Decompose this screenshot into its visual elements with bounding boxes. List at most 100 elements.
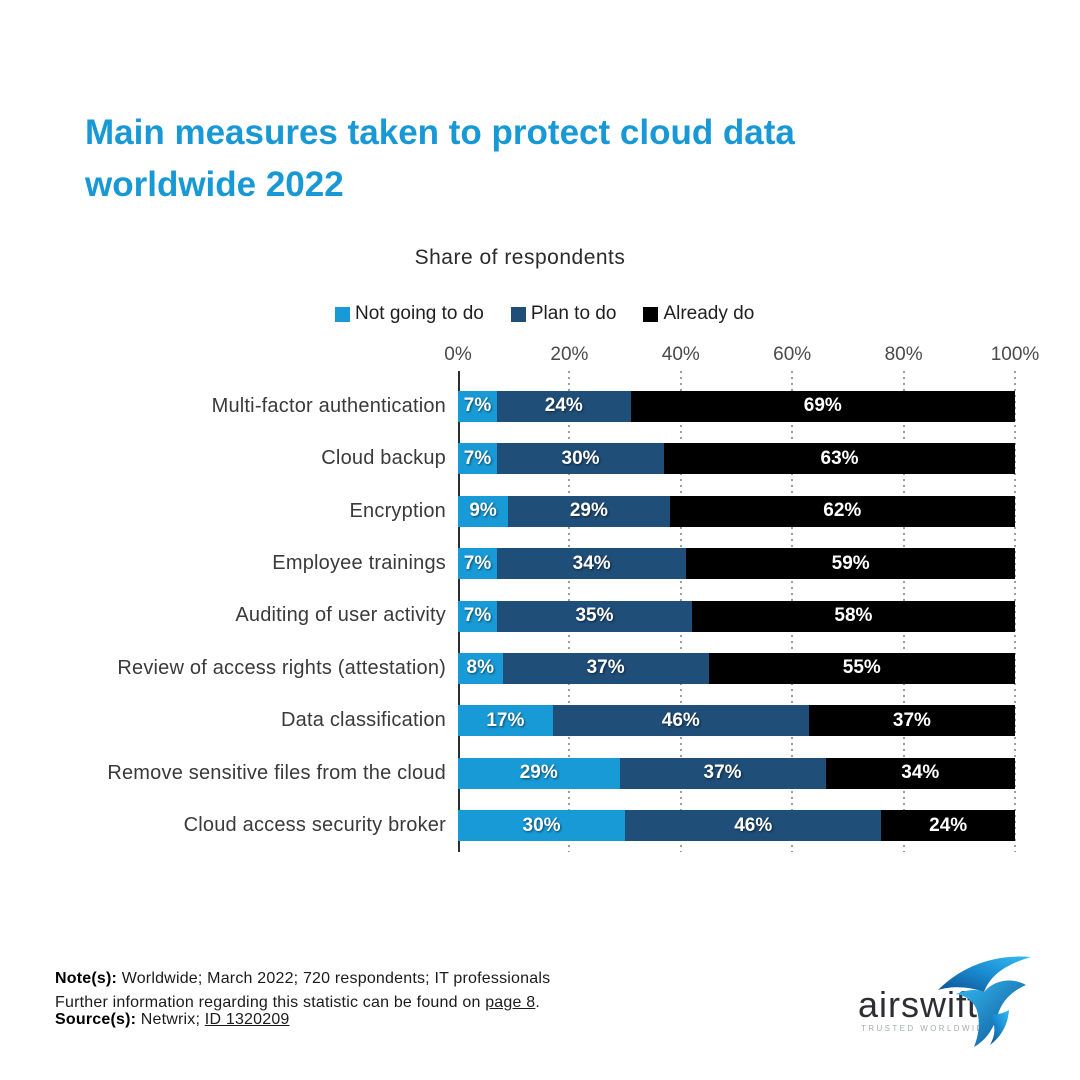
category-label: Review of access rights (attestation)	[117, 656, 446, 679]
bar-row: 7% 24% 69%	[458, 390, 1015, 422]
x-axis-ticks: 0% 20% 40% 60% 80% 100%	[444, 344, 1039, 366]
bar-segment: 29%	[458, 757, 620, 789]
bar-value-label: 9%	[469, 500, 497, 522]
legend-item: Plan to do	[510, 303, 617, 325]
category-labels: Multi-factor authentication Cloud backup E…	[28, 380, 446, 852]
note-label: Note(s):	[55, 970, 118, 987]
bar-value-label: 59%	[831, 552, 870, 574]
plot-area: 7% 24% 69% 7% 30% 63% 9% 29% 62% 7% 34% 59% 7% 35% 58%…	[458, 371, 1016, 852]
legend-label: Plan to do	[530, 303, 617, 324]
bar-value-label: 7%	[463, 447, 492, 469]
bar-value-label: 24%	[929, 814, 968, 836]
bar-row: 29% 37% 34%	[458, 757, 1015, 789]
source-text: Netwrix;	[136, 1011, 205, 1028]
bar-value-label: 35%	[575, 605, 614, 626]
legend-label: Not going to do	[355, 303, 484, 324]
bar-value-label: 55%	[842, 657, 881, 679]
bar-value-label: 37%	[892, 709, 931, 731]
bar-segment: 37%	[502, 652, 709, 684]
x-tick-label: 40%	[661, 344, 700, 365]
bar-value-label: 34%	[572, 552, 611, 574]
further-info-line: Further information regarding this stati…	[55, 994, 540, 1012]
airswift-bird-icon	[938, 956, 1031, 1047]
bar-segment: 7%	[458, 443, 497, 475]
bar-value-label: 37%	[586, 657, 625, 679]
bar-segment: 7%	[458, 390, 497, 422]
x-tick-label: 100%	[990, 344, 1040, 365]
bar-segment: 58%	[691, 600, 1015, 632]
category-label: Remove sensitive files from the cloud	[107, 761, 446, 784]
x-tick-label: 0%	[444, 344, 472, 365]
bar-segment: 7%	[458, 548, 497, 580]
bar-segment: 30%	[496, 443, 665, 475]
bar-row: 7% 34% 59%	[458, 548, 1015, 580]
category-label: Multi-factor authentication	[211, 394, 446, 417]
bar-row: 7% 35% 58%	[458, 600, 1015, 632]
bar-segment: 17%	[458, 705, 553, 737]
bar-value-label: 46%	[661, 709, 700, 731]
bar-segment: 34%	[496, 548, 687, 580]
bar-row: 7% 30% 63%	[458, 443, 1015, 475]
bar-row: 8% 37% 55%	[458, 652, 1015, 684]
airswift-logo-wordmark: airswift	[858, 984, 979, 1025]
statistic-id-link[interactable]: ID 1320209	[204, 1011, 290, 1028]
bar-segment: 35%	[496, 600, 692, 632]
page-title: Main measures taken to protect cloud dat…	[85, 113, 795, 205]
bar-value-label: 34%	[901, 762, 940, 784]
legend-swatch-icon	[335, 306, 350, 322]
page8-link[interactable]: page 8	[485, 994, 536, 1011]
x-tick-label: 20%	[550, 344, 589, 365]
category-label: Cloud backup	[321, 447, 446, 470]
category-label: Cloud access security broker	[183, 814, 446, 837]
bar-segment: 9%	[458, 495, 509, 527]
source-line: Source(s): Netwrix; ID 1320209	[55, 1011, 290, 1029]
x-tick-label: 80%	[884, 344, 923, 365]
category-label: Encryption	[349, 499, 446, 522]
bar-value-label: 7%	[463, 395, 492, 417]
bar-segment: 37%	[619, 757, 826, 789]
legend-swatch-icon	[510, 306, 526, 322]
bar-value-label: 30%	[561, 447, 600, 469]
bar-value-label: 24%	[544, 395, 583, 417]
bar-segment: 37%	[808, 705, 1015, 737]
gridline	[1014, 371, 1016, 852]
category-label: Data classification	[281, 709, 446, 732]
airswift-logo-tagline: TRUSTED WORLDWIDE	[861, 1024, 993, 1033]
bar-value-label: 62%	[823, 500, 862, 522]
bar-value-label: 58%	[834, 605, 873, 626]
legend-label: Already do	[663, 303, 755, 324]
bar-value-label: 63%	[820, 447, 859, 469]
bar-segment: 46%	[552, 705, 809, 737]
bar-value-label: 7%	[463, 605, 492, 626]
bar-row: 30% 46% 24%	[458, 810, 1015, 842]
bar-row: 17% 46% 37%	[458, 705, 1015, 737]
bar-segment: 55%	[708, 652, 1015, 684]
bar-value-label: 29%	[519, 762, 558, 784]
x-tick-label: 60%	[773, 344, 812, 365]
bar-segment: 24%	[881, 810, 1015, 842]
bar-segment: 8%	[458, 652, 503, 684]
bar-value-label: 69%	[803, 395, 842, 417]
legend-item: Already do	[643, 303, 754, 325]
bar-segment: 62%	[669, 495, 1015, 527]
further-suffix: .	[535, 994, 540, 1011]
bar-segment: 69%	[630, 390, 1015, 422]
legend-item: Not going to do	[335, 303, 484, 325]
bar-segment: 59%	[686, 548, 1015, 580]
bar-segment: 63%	[664, 443, 1015, 475]
chart-title: Share of respondents	[414, 246, 626, 269]
category-label: Auditing of user activity	[235, 604, 446, 627]
bar-value-label: 37%	[703, 762, 742, 784]
bar-value-label: 8%	[466, 657, 494, 679]
bar-value-label: 46%	[734, 814, 773, 836]
bar-segment: 7%	[458, 600, 497, 632]
bar-value-label: 29%	[569, 500, 608, 522]
bar-segment: 24%	[496, 390, 631, 422]
bar-segment: 46%	[625, 810, 882, 842]
legend-swatch-icon	[643, 306, 659, 322]
bar-row: 9% 29% 62%	[458, 495, 1015, 527]
bar-value-label: 30%	[522, 814, 561, 836]
source-label: Source(s):	[55, 1011, 137, 1028]
bar-segment: 29%	[508, 495, 670, 527]
